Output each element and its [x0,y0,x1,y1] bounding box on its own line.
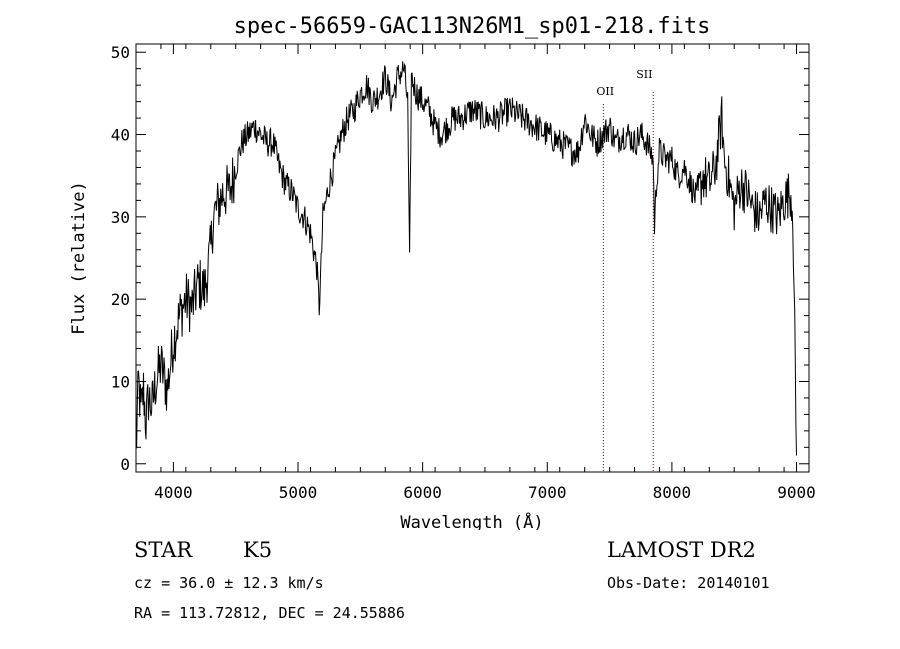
chart-title: spec-56659-GAC113N26M1_sp01-218.fits [234,14,711,39]
y-tick-label: 40 [111,126,130,145]
survey-name: LAMOST DR2 [607,538,756,562]
coordinates: RA = 113.72812, DEC = 24.55886 [134,604,405,622]
x-tick-label: 5000 [279,483,318,502]
redshift-info: cz = 36.0 ± 12.3 km/s [134,574,324,592]
line-annotations: OII SII [596,68,654,472]
annotation-label: SII [636,68,652,81]
x-tick-label: 6000 [403,483,442,502]
x-tick-label: 8000 [653,483,692,502]
x-tick-label: 4000 [154,483,193,502]
x-tick-label: 7000 [528,483,567,502]
object-subclass: K5 [243,538,273,562]
y-axis-ticks: 0 10 20 30 40 50 [111,43,809,474]
y-tick-label: 30 [111,208,130,227]
spectrum-chart: spec-56659-GAC113N26M1_sp01-218.fits 400… [69,14,816,530]
observation-date: Obs-Date: 20140101 [607,574,770,592]
annotation-label: OII [596,85,614,98]
y-tick-label: 20 [111,290,130,309]
spectrum-line [135,61,797,456]
x-axis-ticks: 4000 5000 6000 7000 8000 9000 [135,44,816,502]
x-tick-label: 9000 [777,483,816,502]
plot-frame [135,43,810,473]
object-class: STAR [134,538,193,562]
y-axis-label: Flux (relative) [69,181,89,335]
y-tick-label: 50 [111,43,130,62]
y-tick-label: 10 [111,372,130,391]
y-tick-label: 0 [120,455,130,474]
x-axis-label: Wavelength (Å) [400,511,543,530]
